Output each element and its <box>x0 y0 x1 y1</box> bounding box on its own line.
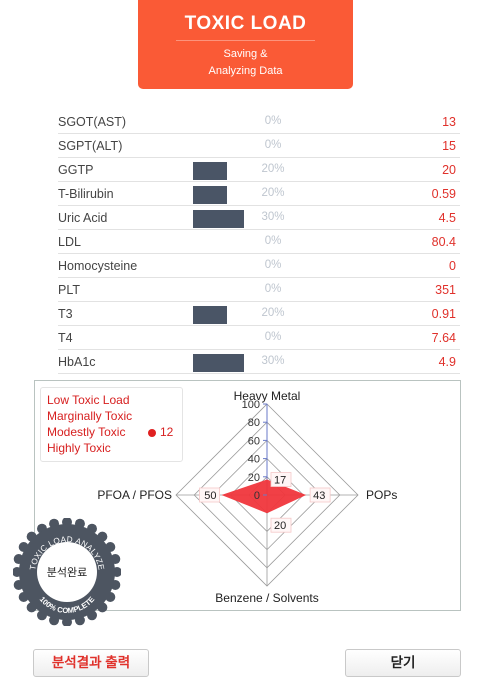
radar-tick-label: 80 <box>248 417 260 429</box>
subtitle-line-2: Analyzing Data <box>208 65 283 77</box>
page-title: TOXIC LOAD <box>176 13 315 41</box>
row-label: T3 <box>58 307 73 321</box>
legend-item: Modestly Toxic <box>47 425 126 439</box>
row-percent: 0% <box>264 115 282 127</box>
row-label: HbA1c <box>58 355 96 369</box>
complete-seal-badge: TOXIC LOAD ANALYZE 100% COMPLETE 분석완료 <box>13 518 121 626</box>
row-percent: 0% <box>264 235 282 247</box>
table-row: Uric Acid 30% 4.5 <box>58 206 460 230</box>
row-value: 4.9 <box>438 355 456 369</box>
row-label: GGTP <box>58 163 94 177</box>
row-label: SGOT(AST) <box>58 115 127 129</box>
results-table: SGOT(AST) 0% 13 SGPT(ALT) 0% 15 GGTP 20% 20 T-… <box>58 110 460 374</box>
row-percent: 0% <box>264 259 282 271</box>
header-subtitle: Saving & Analyzing Data <box>138 46 353 80</box>
radar-value-labels: 17 43 20 50 <box>199 472 331 533</box>
table-row: T3 20% 0.91 <box>58 302 460 326</box>
close-button[interactable]: 닫기 <box>345 649 461 677</box>
radar-tick-label: 60 <box>248 435 260 447</box>
row-value: 4.5 <box>438 211 456 225</box>
legend-item: Low Toxic Load <box>47 393 130 407</box>
table-row: T-Bilirubin 20% 0.59 <box>58 182 460 206</box>
row-percent: 20% <box>261 187 285 199</box>
score-marker-dot <box>148 429 156 437</box>
row-value: 0.91 <box>431 307 456 321</box>
radar-value-label: 43 <box>313 490 325 502</box>
table-row: SGPT(ALT) 0% 15 <box>58 134 460 158</box>
table-row: T4 0% 7.64 <box>58 326 460 350</box>
radar-data-area <box>221 479 307 514</box>
row-percent: 30% <box>261 355 285 367</box>
row-percent: 0% <box>264 283 282 295</box>
row-value: 351 <box>435 283 456 297</box>
radar-value-label-box <box>270 472 292 487</box>
radar-value-label-box <box>270 517 292 533</box>
table-row: GGTP 20% 20 <box>58 158 460 182</box>
level-bar <box>193 354 244 372</box>
row-label: Uric Acid <box>58 211 108 225</box>
radar-value-label-box <box>199 487 220 503</box>
subtitle-line-1: Saving & <box>223 48 268 60</box>
radar-ticks: 0 20 40 60 80 100 <box>242 399 267 502</box>
radar-value-label: 17 <box>274 475 286 487</box>
header-banner: TOXIC LOAD Saving & Analyzing Data <box>138 0 353 89</box>
level-bar <box>193 210 244 228</box>
radar-value-label: 50 <box>204 490 216 502</box>
radar-value-label: 20 <box>274 520 286 532</box>
seal-center-text: 분석완료 <box>47 566 87 579</box>
row-value: 15 <box>442 139 456 153</box>
radar-tick-label: 20 <box>248 472 260 484</box>
row-value: 13 <box>442 115 456 129</box>
level-bar <box>193 306 227 324</box>
radar-value-label-box <box>309 487 331 503</box>
row-value: 0.59 <box>431 187 456 201</box>
score-value: 12 <box>160 425 174 439</box>
row-value: 7.64 <box>431 331 456 345</box>
table-row: LDL 0% 80.4 <box>58 230 460 254</box>
legend-box: Low Toxic Load Marginally Toxic Modestly… <box>40 387 183 462</box>
level-bar <box>193 186 227 204</box>
table-row: HbA1c 30% 4.9 <box>58 350 460 374</box>
row-percent: 20% <box>261 307 285 319</box>
row-value: 0 <box>449 259 456 273</box>
row-percent: 0% <box>264 139 282 151</box>
row-label: T4 <box>58 331 73 345</box>
legend-item: Highly Toxic <box>47 441 111 455</box>
table-row: Homocysteine 0% 0 <box>58 254 460 278</box>
row-percent: 20% <box>261 163 285 175</box>
row-label: PLT <box>58 283 80 297</box>
row-percent: 30% <box>261 211 285 223</box>
row-label: T-Bilirubin <box>58 187 114 201</box>
level-bar <box>193 162 227 180</box>
row-label: SGPT(ALT) <box>58 139 123 153</box>
axis-label-pfoa-pfos: PFOA / PFOS <box>97 488 172 502</box>
table-row: PLT 0% 351 <box>58 278 460 302</box>
axis-label-heavy-metal: Heavy Metal <box>234 389 301 403</box>
row-value: 20 <box>442 163 456 177</box>
axis-label-benzene-solvents: Benzene / Solvents <box>215 591 318 605</box>
row-label: Homocysteine <box>58 259 138 273</box>
radar-tick-label: 0 <box>254 490 260 502</box>
row-label: LDL <box>58 235 81 249</box>
row-value: 80.4 <box>431 235 456 249</box>
radar-tick-label: 100 <box>242 399 260 411</box>
legend-item: Marginally Toxic <box>47 409 133 423</box>
axis-label-pops: POPs <box>366 488 397 502</box>
print-results-button[interactable]: 분석결과 출력 <box>33 649 149 677</box>
radar-tick-label: 40 <box>248 454 260 466</box>
row-percent: 0% <box>264 331 282 343</box>
table-row: SGOT(AST) 0% 13 <box>58 110 460 134</box>
